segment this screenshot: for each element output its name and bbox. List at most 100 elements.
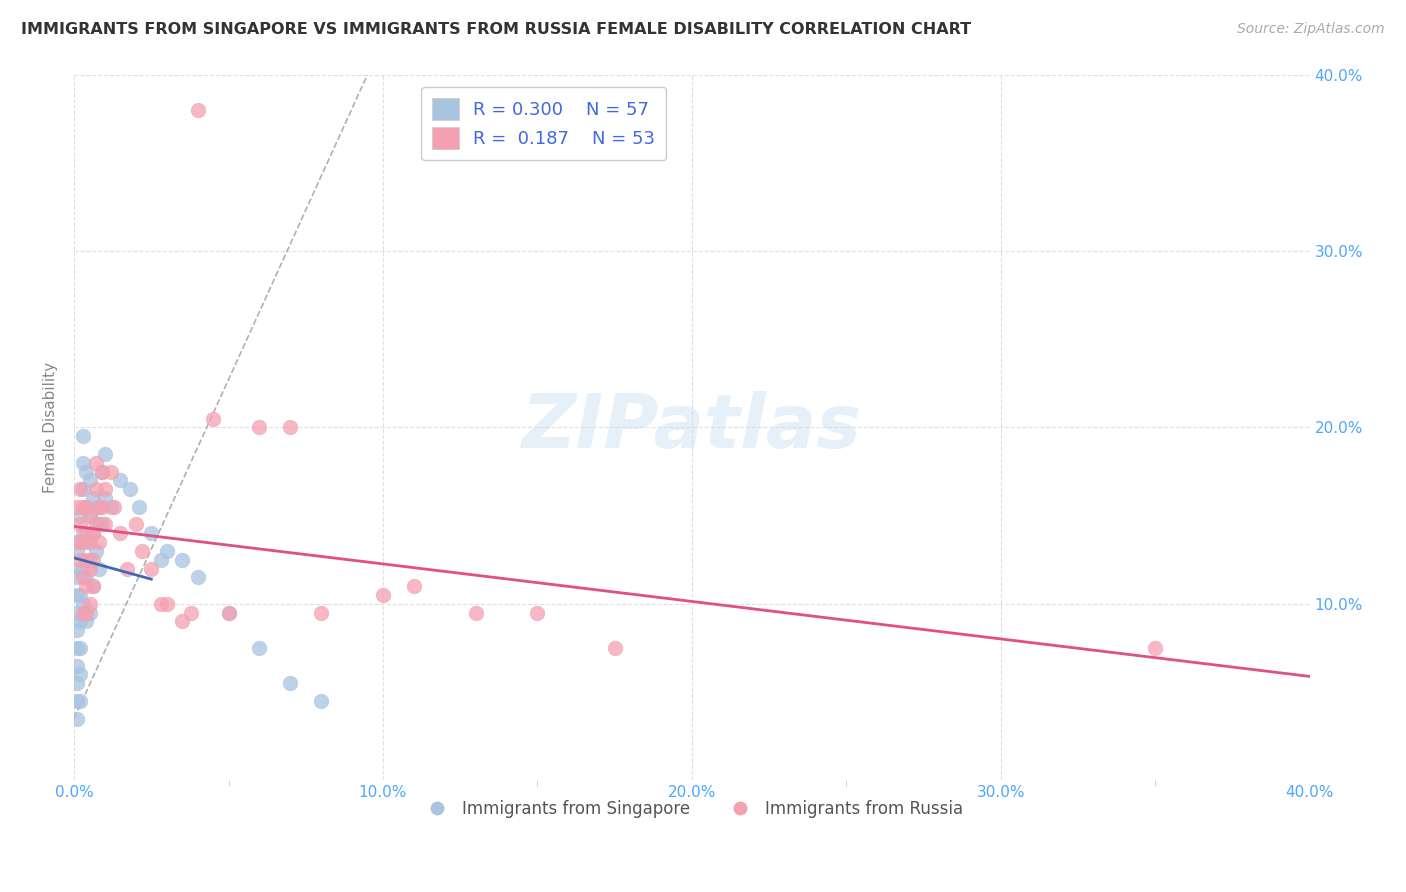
Point [82, 579, 104, 593]
Point [115, 561, 138, 575]
Point [75, 465, 97, 479]
Point [69, 553, 91, 567]
Point [75, 579, 97, 593]
Point [66, 570, 89, 584]
Point [75, 553, 97, 567]
Point [90, 500, 112, 514]
Point [128, 500, 150, 514]
Point [247, 420, 270, 434]
Point [82, 579, 104, 593]
Point [69, 694, 91, 708]
Point [82, 553, 104, 567]
Point [100, 465, 122, 479]
Point [72, 482, 94, 496]
Point [69, 615, 91, 629]
Point [90, 517, 112, 532]
Point [79, 597, 101, 611]
Point [172, 553, 194, 567]
Point [180, 606, 202, 620]
Text: IMMIGRANTS FROM SINGAPORE VS IMMIGRANTS FROM RUSSIA FEMALE DISABILITY CORRELATIO: IMMIGRANTS FROM SINGAPORE VS IMMIGRANTS … [21, 22, 972, 37]
Point [72, 561, 94, 575]
Point [202, 411, 225, 425]
Point [84, 456, 107, 470]
Point [75, 606, 97, 620]
Point [69, 561, 91, 575]
Point [66, 676, 89, 690]
Point [75, 500, 97, 514]
Point [72, 500, 94, 514]
Point [87, 500, 110, 514]
Point [141, 526, 163, 541]
Point [84, 517, 107, 532]
Text: Source: ZipAtlas.com: Source: ZipAtlas.com [1237, 22, 1385, 37]
Point [66, 588, 89, 602]
Point [84, 482, 107, 496]
Point [187, 570, 209, 584]
Point [309, 606, 332, 620]
Point [72, 535, 94, 549]
Point [278, 676, 301, 690]
Point [66, 658, 89, 673]
Point [66, 694, 89, 708]
Point [278, 420, 301, 434]
Point [72, 606, 94, 620]
Point [69, 508, 91, 523]
Point [90, 465, 112, 479]
Point [66, 712, 89, 726]
Point [69, 667, 91, 681]
Point [87, 535, 110, 549]
Point [69, 535, 91, 549]
Point [90, 465, 112, 479]
Point [247, 640, 270, 655]
Legend: Immigrants from Singapore, Immigrants from Russia: Immigrants from Singapore, Immigrants fr… [413, 794, 970, 825]
Point [66, 624, 89, 638]
Point [79, 535, 101, 549]
Point [82, 526, 104, 541]
Point [87, 517, 110, 532]
Point [69, 640, 91, 655]
Point [69, 482, 91, 496]
Point [125, 517, 148, 532]
Y-axis label: Female Disability: Female Disability [44, 362, 58, 493]
Point [79, 553, 101, 567]
Point [402, 579, 425, 593]
Point [172, 615, 194, 629]
Point [79, 606, 101, 620]
Point [82, 491, 104, 505]
Point [94, 447, 117, 461]
Point [66, 535, 89, 549]
Point [110, 526, 132, 541]
Point [75, 535, 97, 549]
Point [84, 544, 107, 558]
Point [149, 597, 172, 611]
Point [464, 606, 486, 620]
Point [371, 588, 394, 602]
Point [87, 561, 110, 575]
Point [82, 526, 104, 541]
Point [79, 561, 101, 575]
Point [79, 474, 101, 488]
Point [94, 482, 117, 496]
Point [84, 500, 107, 514]
Point [156, 597, 179, 611]
Point [66, 544, 89, 558]
Point [309, 694, 332, 708]
Point [72, 456, 94, 470]
Point [100, 500, 122, 514]
Text: ZIPatlas: ZIPatlas [522, 391, 862, 464]
Point [94, 491, 117, 505]
Point [66, 640, 89, 655]
Point [94, 517, 117, 532]
Point [72, 597, 94, 611]
Point [72, 526, 94, 541]
Point [66, 606, 89, 620]
Point [69, 588, 91, 602]
Point [218, 606, 240, 620]
Point [103, 500, 125, 514]
Point [75, 615, 97, 629]
Point [131, 544, 153, 558]
Point [75, 570, 97, 584]
Point [79, 508, 101, 523]
Point [72, 429, 94, 443]
Point [79, 508, 101, 523]
